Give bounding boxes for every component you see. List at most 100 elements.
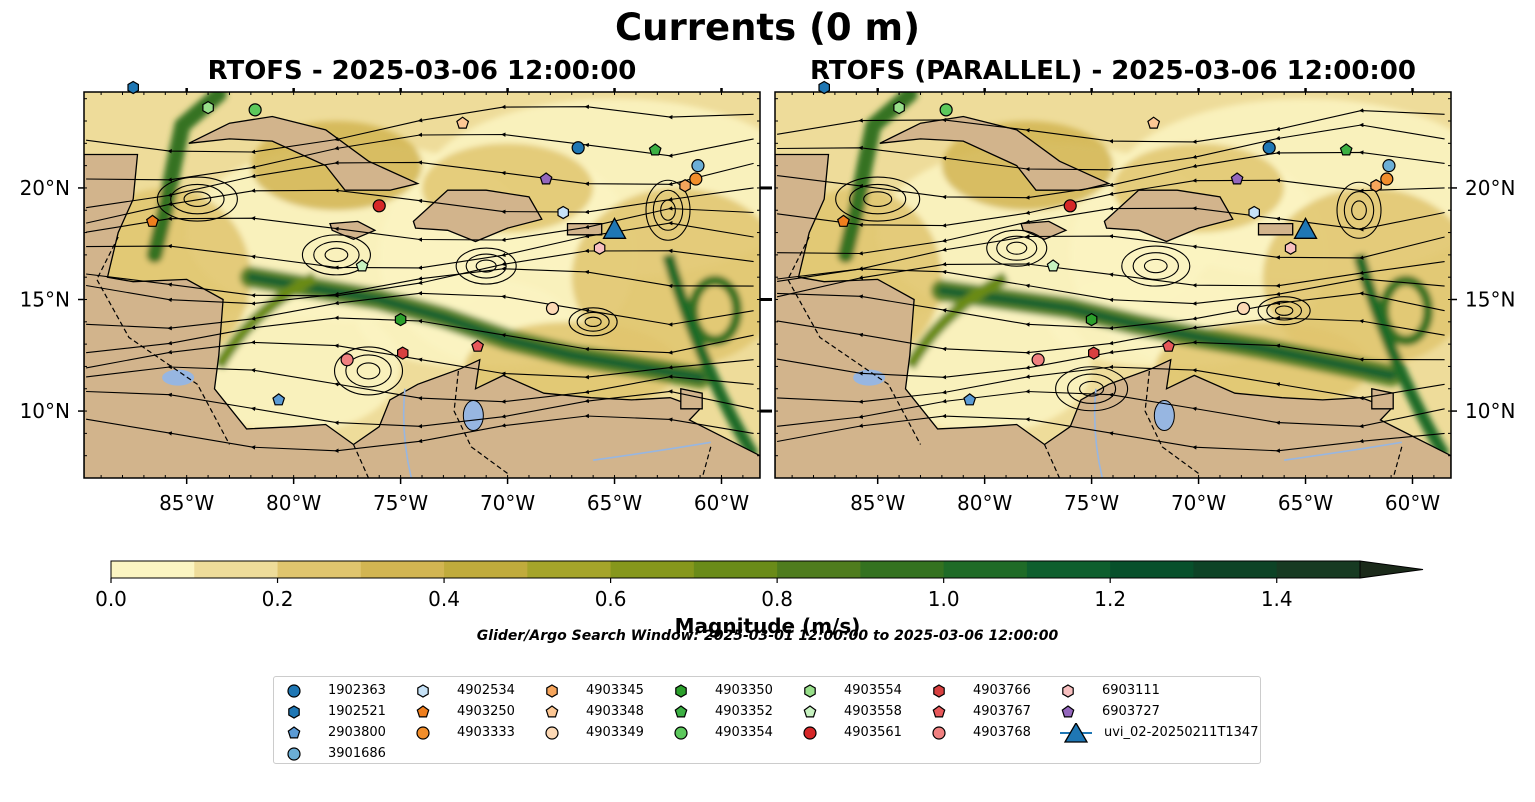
eddy-streamline — [345, 354, 392, 388]
legend-marker — [932, 705, 946, 718]
legend-label: 2903800 — [328, 725, 386, 740]
float-marker — [803, 726, 817, 740]
legend-marker — [804, 684, 816, 698]
eddy-streamline — [1351, 200, 1367, 221]
colorbar-tick-label: 0.2 — [262, 587, 294, 611]
float-marker — [803, 705, 817, 718]
panel-title-left: RTOFS - 2025-03-06 12:00:00 — [207, 56, 637, 86]
legend-label: 3901686 — [328, 746, 386, 761]
eddy-streamline — [1121, 245, 1191, 287]
colorbar-bin — [860, 561, 945, 578]
float-marker — [287, 726, 301, 739]
legend-label: 4903345 — [586, 683, 644, 698]
eddy-streamline — [568, 307, 618, 337]
colorbar-tick-label: 0.4 — [428, 587, 460, 611]
float-marker — [1085, 312, 1098, 327]
float-marker — [545, 301, 560, 316]
float-marker — [145, 214, 159, 227]
legend-label: uvi_02-20250211T1347 — [1104, 725, 1259, 740]
float-marker — [1061, 705, 1075, 718]
eddy-streamline — [863, 191, 893, 207]
legend-label: 4903561 — [844, 725, 902, 740]
float-marker — [675, 684, 687, 698]
legend-label: 1902521 — [328, 704, 386, 719]
legend-label: 4903250 — [457, 704, 515, 719]
streamline — [776, 261, 1445, 298]
eddy-streamline — [835, 176, 921, 222]
float-marker — [1248, 205, 1261, 220]
legend-label: 4903348 — [586, 704, 644, 719]
legend-label: 4903554 — [844, 683, 902, 698]
eddy-streamline — [645, 179, 691, 241]
legend-label: 4903766 — [973, 683, 1031, 698]
float-marker — [272, 393, 286, 406]
x-tick-label: 85°W — [850, 491, 905, 515]
float-marker — [288, 705, 300, 719]
float-marker — [932, 705, 946, 718]
eddy-streamline — [1143, 258, 1168, 274]
colorbar-tick-label: 0.8 — [761, 587, 793, 611]
legend-label: 1902363 — [328, 683, 386, 698]
float-marker — [1236, 301, 1251, 316]
eddy-streamline — [1343, 191, 1375, 230]
streamlines — [776, 108, 1445, 453]
eddy-streamline — [584, 316, 602, 328]
colorbar-tick-label: 1.2 — [1094, 587, 1126, 611]
glider-marker — [1063, 723, 1089, 743]
eddy-streamline — [333, 346, 404, 396]
float-marker — [939, 103, 953, 117]
eddy-streamline — [170, 183, 225, 215]
legend-marker — [674, 705, 688, 718]
float-marker — [571, 141, 585, 155]
colorbar-bin — [277, 561, 362, 578]
legend-label: 4903333 — [457, 725, 515, 740]
colorbar-bin — [444, 561, 528, 578]
colorbar-bin — [527, 561, 612, 578]
float-marker — [1087, 346, 1100, 360]
colorbar-bin — [1193, 561, 1278, 578]
glider-marker — [1293, 216, 1318, 239]
legend-marker — [1062, 684, 1074, 698]
lake-nicaragua — [853, 369, 886, 386]
legend-marker — [546, 684, 558, 698]
float-marker — [1147, 116, 1161, 129]
x-tick-label: 75°W — [1064, 491, 1119, 515]
float-marker — [1380, 172, 1394, 186]
legend-marker — [287, 747, 301, 761]
float-marker — [1063, 199, 1077, 213]
float-marker — [893, 100, 905, 115]
x-tick-label: 60°W — [1385, 491, 1440, 515]
x-tick-label: 65°W — [1278, 491, 1333, 515]
streamline — [777, 108, 1445, 144]
y-tick-label: 20°N — [20, 176, 70, 200]
float-marker — [545, 705, 559, 718]
float-marker — [593, 241, 606, 255]
legend-marker — [287, 726, 301, 739]
legend-marker — [416, 705, 430, 718]
streamline — [86, 104, 754, 155]
eddy-streamline — [1079, 380, 1105, 397]
eddy-streamline — [652, 189, 684, 231]
float-marker — [932, 726, 946, 740]
legend-marker — [933, 684, 945, 698]
x-tick-label: 80°W — [957, 491, 1012, 515]
colorbar: 0.0 0.2 0.4 0.6 0.8 1.0 1.2 1.4 — [95, 560, 1424, 611]
colorbar-extend-arrow — [1359, 560, 1424, 579]
legend-label: 4903349 — [586, 725, 644, 740]
eddy-streamline — [1067, 373, 1117, 404]
float-marker — [1370, 179, 1382, 193]
legend-marker — [675, 684, 687, 698]
colorbar-bin — [1026, 561, 1111, 578]
eddy-streamline — [183, 191, 212, 207]
colorbar-frame — [110, 560, 1361, 579]
float-marker — [804, 684, 816, 698]
colorbar-tick-label: 1.4 — [1261, 587, 1293, 611]
float-marker — [836, 214, 850, 227]
legend-marker — [1061, 705, 1075, 718]
colorbar-bin — [1110, 561, 1194, 578]
colorbar-bin — [777, 561, 861, 578]
float-marker — [648, 143, 662, 156]
y-tick-label: 15°N — [20, 288, 70, 312]
float-marker — [127, 80, 139, 95]
